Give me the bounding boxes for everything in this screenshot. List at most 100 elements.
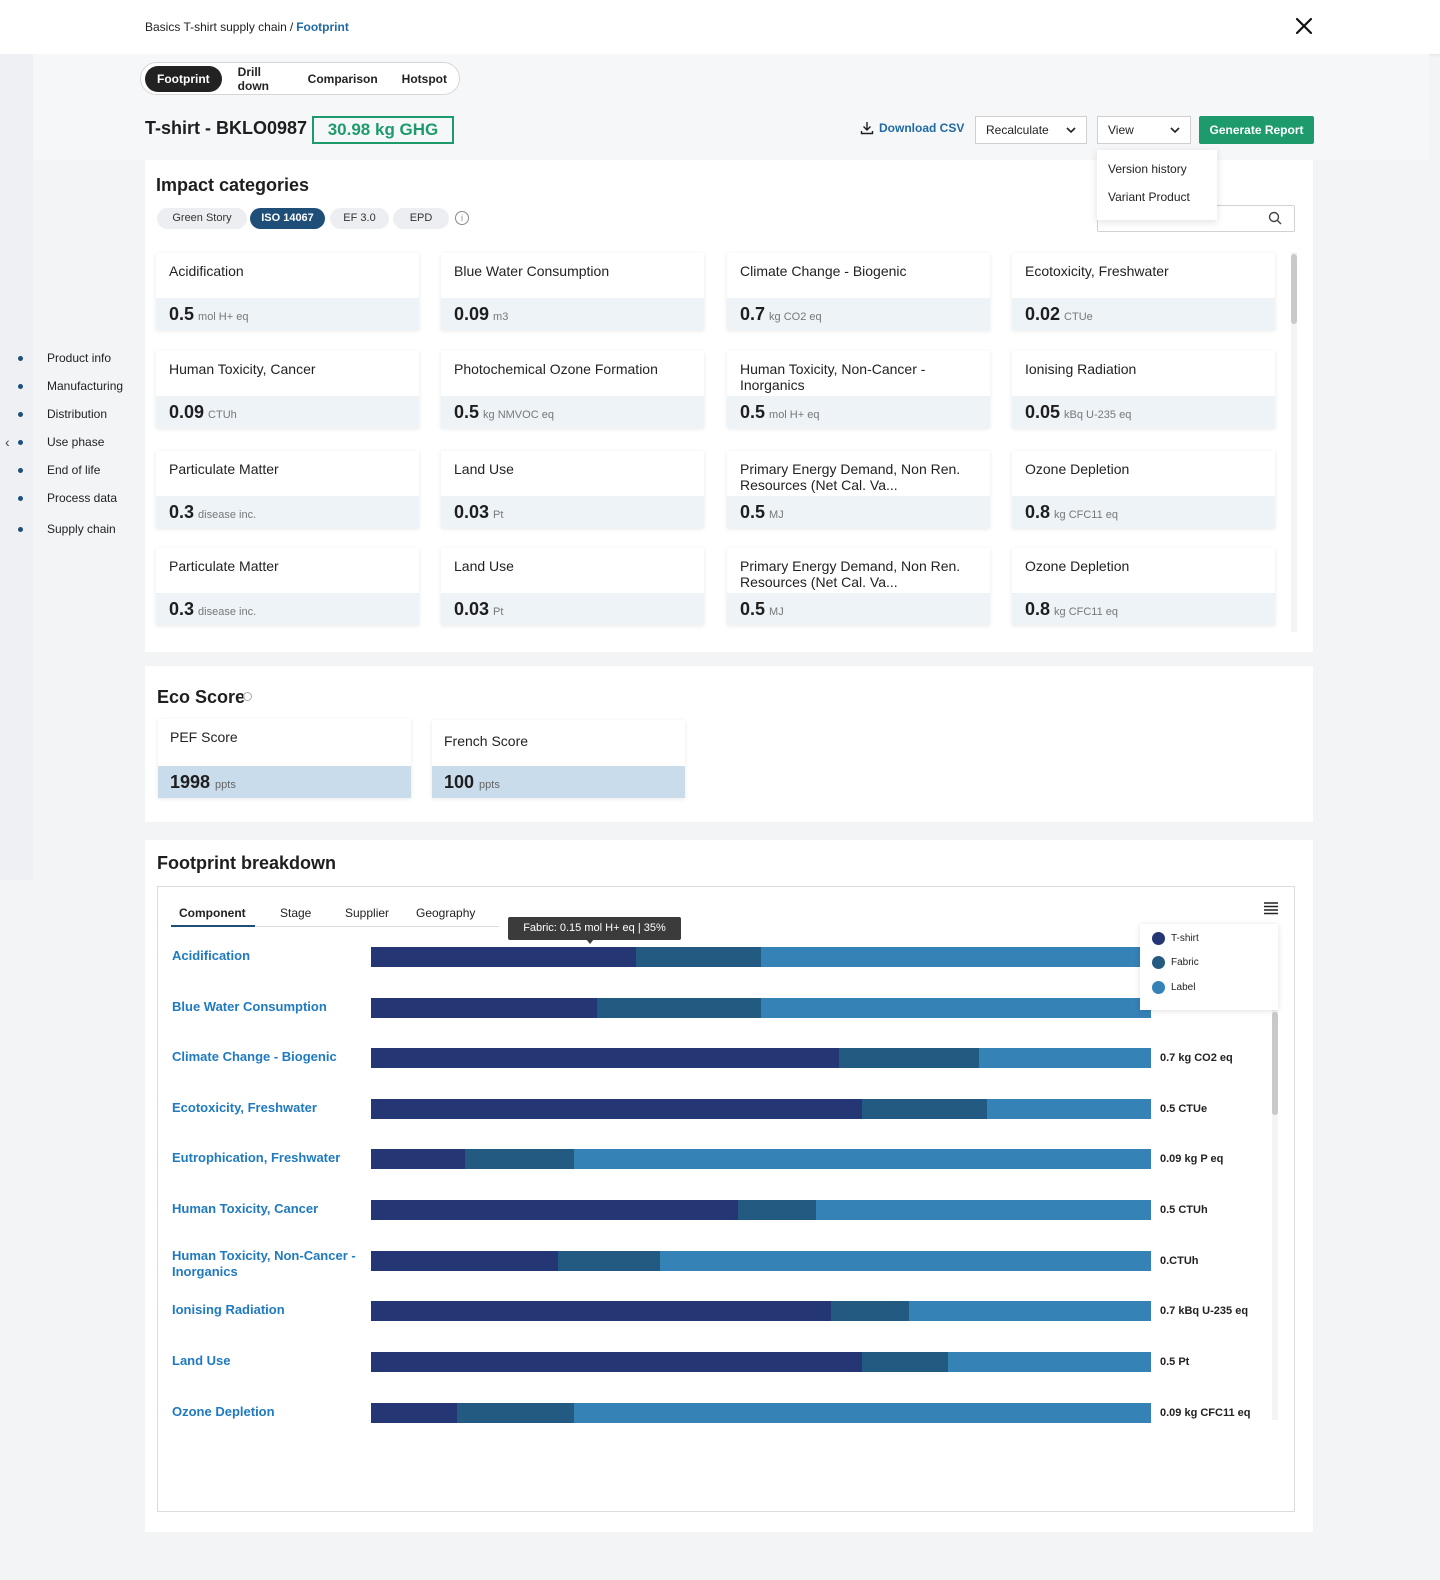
impact-card[interactable]: Land Use 0.03 Pt [441,451,704,528]
impact-card[interactable]: Human Toxicity, Cancer 0.09 CTUh [156,351,419,428]
legend-item[interactable]: T-shirt [1152,932,1199,945]
menu-item-version-history[interactable]: Version history [1108,162,1187,176]
impact-card[interactable]: Human Toxicity, Non-Cancer - Inorganics 0… [727,351,990,428]
sidenav-item-supply-chain[interactable]: Supply chain [0,516,140,544]
bar-segment-fabric[interactable] [456,1403,574,1423]
impact-card[interactable]: Land Use 0.03 Pt [441,548,704,625]
sidenav-item-end-of-life[interactable]: End of life [0,457,140,485]
impact-card[interactable]: Ecotoxicity, Freshwater 0.02 CTUe [1012,253,1275,330]
bar-segment-fabric[interactable] [839,1048,980,1068]
bar-segment-t-shirt[interactable] [371,998,598,1018]
scrollbar-track[interactable] [1291,252,1297,632]
info-icon[interactable]: i [455,211,469,225]
bar-segment-t-shirt[interactable] [371,1149,465,1169]
sidenav-item-process-data[interactable]: Process data [0,485,140,513]
legend-item[interactable]: Label [1152,981,1195,994]
bar-segment-t-shirt[interactable] [371,947,637,967]
bar-segment-label[interactable] [987,1099,1151,1119]
impact-card[interactable]: Ozone Depletion 0.8 kg CFC11 eq [1012,451,1275,528]
bar-segment-fabric[interactable] [862,1352,949,1372]
bar-segment-t-shirt[interactable] [371,1200,738,1220]
impact-card-value: 0.7 [740,304,766,324]
standard-chip-ef-3[interactable]: EF 3.0 [330,208,389,229]
bar-segment-fabric[interactable] [862,1099,988,1119]
bar-segment-fabric[interactable] [737,1200,816,1220]
search-icon[interactable] [1268,211,1282,230]
bar-segment-fabric[interactable] [464,1149,574,1169]
bar-segment-fabric[interactable] [636,947,761,967]
impact-card[interactable]: Acidification 0.5 mol H+ eq [156,253,419,330]
close-button[interactable] [1292,14,1316,38]
standard-chip-iso-14067[interactable]: ISO 14067 [250,208,325,229]
sidenav-item-product-info[interactable]: Product info [0,345,140,373]
tab-comparison[interactable]: Comparison [307,71,378,86]
impact-card[interactable]: Photochemical Ozone Formation 0.5 kg NMVOC… [441,351,704,428]
chart-category-label[interactable]: Ozone Depletion [172,1404,275,1419]
impact-card[interactable]: Particulate Matter 0.3 disease inc. [156,548,419,625]
bar-segment-fabric[interactable] [558,1251,660,1271]
bar-segment-t-shirt[interactable] [371,1251,559,1271]
info-icon[interactable] [243,692,252,701]
bar-segment-label[interactable] [815,1200,1151,1220]
menu-item-variant-product[interactable]: Variant Product [1108,190,1190,204]
chart-category-label[interactable]: Eutrophication, Freshwater [172,1150,341,1165]
bullet-icon [18,440,23,445]
tab-component[interactable]: Component [179,906,246,920]
impact-card-name: Particulate Matter [169,461,279,477]
impact-card[interactable]: Ionising Radiation 0.05 kBq U-235 eq [1012,351,1275,428]
recalculate-dropdown[interactable]: Recalculate [975,116,1087,144]
chevron-left-icon[interactable]: ‹ [5,434,10,450]
tab-footprint[interactable]: Footprint [145,65,222,92]
recalculate-label: Recalculate [986,123,1049,137]
impact-card[interactable]: Climate Change - Biogenic 0.7 kg CO2 eq [727,253,990,330]
standard-chip-green-story[interactable]: Green Story [157,208,247,229]
chart-category-label[interactable]: Ionising Radiation [172,1302,285,1317]
scrollbar-track[interactable] [1272,1010,1278,1420]
generate-report-button[interactable]: Generate Report [1199,116,1314,144]
tab-geography[interactable]: Geography [416,906,476,920]
impact-card[interactable]: Primary Energy Demand, Non Ren. Resource… [727,451,990,528]
chart-menu-button[interactable] [1263,901,1279,915]
impact-card[interactable]: Primary Energy Demand, Non Ren. Resource… [727,548,990,625]
chart-category-label[interactable]: Human Toxicity, Non-Cancer - Inorganics [172,1248,356,1279]
legend-item[interactable]: Fabric [1152,956,1199,969]
bar-segment-label[interactable] [948,1352,1151,1372]
impact-card[interactable]: Particulate Matter 0.3 disease inc. [156,451,419,528]
tab-drill-down[interactable]: Drill down [237,64,269,93]
impact-card[interactable]: Ozone Depletion 0.8 kg CFC11 eq [1012,548,1275,625]
chart-category-label[interactable]: Ecotoxicity, Freshwater [172,1100,317,1115]
chart-category-label[interactable]: Human Toxicity, Cancer [172,1201,319,1216]
bar-segment-t-shirt[interactable] [371,1403,457,1423]
chart-category-label[interactable]: Blue Water Consumption [172,999,327,1014]
bar-segment-t-shirt[interactable] [371,1352,863,1372]
breadcrumb-parent[interactable]: Basics T-shirt supply chain [145,20,287,34]
sidenav-item-distribution[interactable]: Distribution [0,401,140,429]
tab-stage[interactable]: Stage [280,906,312,920]
bar-segment-fabric[interactable] [831,1301,910,1321]
bar-segment-t-shirt[interactable] [371,1099,863,1119]
scrollbar-thumb[interactable] [1272,1012,1278,1115]
chart-category-label[interactable]: Acidification [172,948,251,963]
chart-category-label[interactable]: Land Use [172,1353,231,1368]
bar-segment-label[interactable] [573,1403,1151,1423]
tab-hotspot[interactable]: Hotspot [401,71,447,86]
bar-segment-label[interactable] [761,947,1151,967]
view-dropdown[interactable]: View [1097,116,1191,144]
sidenav-item-use-phase[interactable]: ‹ Use phase [0,429,140,457]
bar-segment-label[interactable] [909,1301,1151,1321]
bar-segment-label[interactable] [659,1251,1151,1271]
impact-card[interactable]: Blue Water Consumption 0.09 m3 [441,253,704,330]
scrollbar-thumb[interactable] [1291,254,1297,324]
tab-supplier[interactable]: Supplier [345,906,390,920]
list-menu-icon [1264,902,1278,915]
bar-segment-fabric[interactable] [597,998,761,1018]
bar-segment-t-shirt[interactable] [371,1048,839,1068]
bar-segment-label[interactable] [761,998,1151,1018]
chart-category-label[interactable]: Climate Change - Biogenic [172,1049,337,1064]
bar-segment-t-shirt[interactable] [371,1301,832,1321]
download-csv-button[interactable]: Download CSV [860,121,964,135]
bar-segment-label[interactable] [573,1149,1151,1169]
standard-chip-epd[interactable]: EPD [393,208,449,229]
sidenav-item-manufacturing[interactable]: Manufacturing [0,373,140,401]
bar-segment-label[interactable] [979,1048,1151,1068]
